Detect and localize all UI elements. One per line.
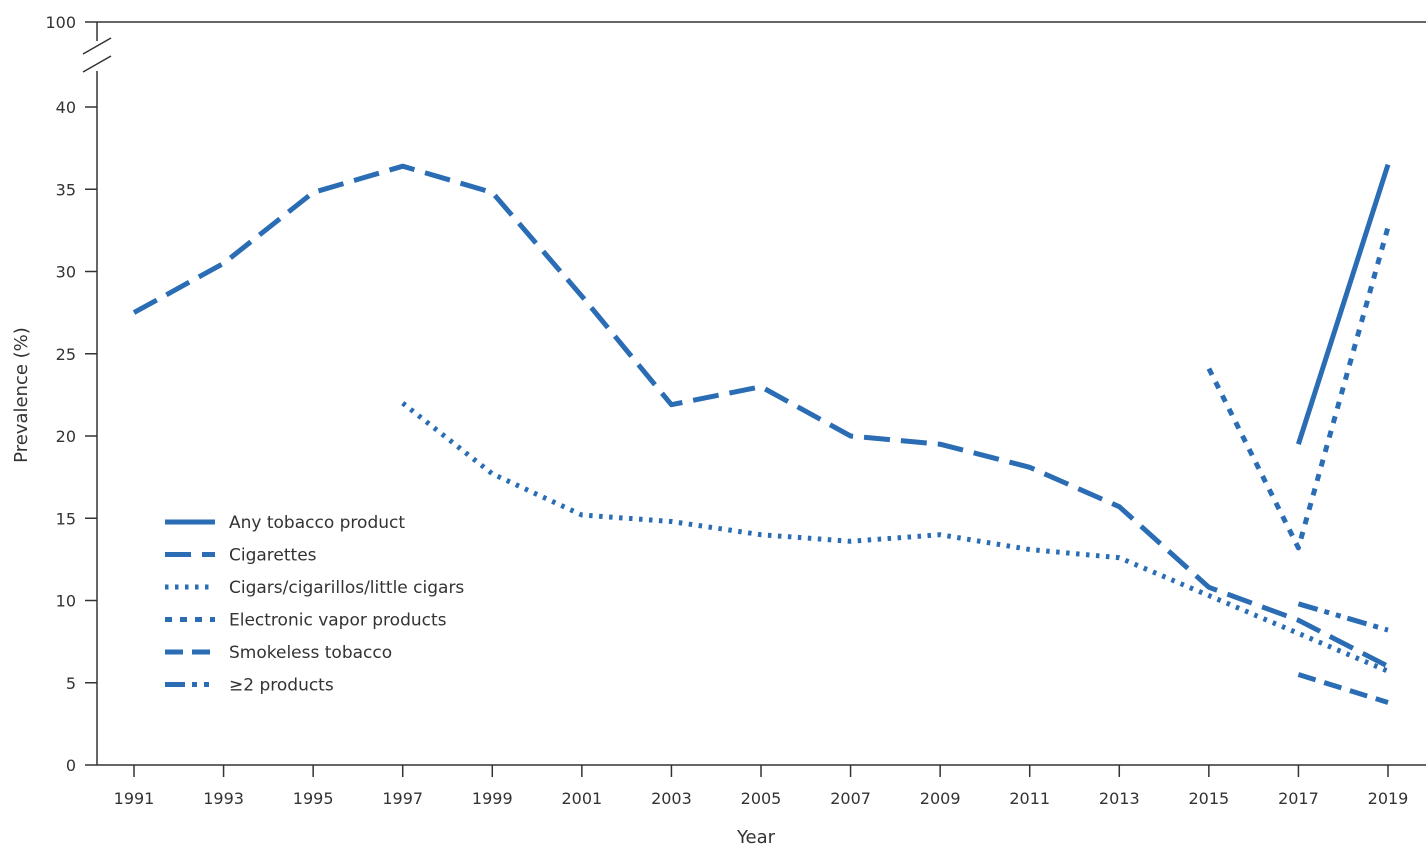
- x-tick-label: 1991: [114, 789, 155, 808]
- x-tick-label: 2019: [1368, 789, 1409, 808]
- x-tick-label: 2001: [561, 789, 602, 808]
- series-line-5: [1297, 601, 1389, 633]
- x-tick-label: 2003: [651, 789, 692, 808]
- x-tick-label: 2017: [1278, 789, 1319, 808]
- y-tick-label: 30: [56, 263, 76, 282]
- x-tick-label: 1993: [203, 789, 244, 808]
- y-tick-label: 20: [56, 427, 76, 446]
- legend-label-5: ≥2 products: [229, 676, 334, 696]
- y-tick-label: 15: [56, 509, 76, 528]
- y-tick-label: 25: [56, 345, 76, 364]
- x-tick-label: 2011: [1009, 789, 1050, 808]
- x-tick-label: 2007: [830, 789, 871, 808]
- y-tick-label: 0: [66, 756, 76, 775]
- x-tick-label: 2009: [920, 789, 961, 808]
- series-line-1: [132, 163, 1390, 669]
- x-tick-label: 1995: [293, 789, 334, 808]
- x-tick-label: 2005: [741, 789, 782, 808]
- legend: Any tobacco product Cigarettes Cigars/ciga…: [165, 513, 464, 696]
- axis-break-mark-lower: [82, 55, 112, 73]
- axis-break-mark-upper: [82, 37, 112, 55]
- legend-label-3: Electronic vapor products: [229, 611, 447, 631]
- series-line-4: [1297, 672, 1389, 705]
- x-axis-title: Year: [736, 827, 776, 846]
- x-tick-label: 1999: [472, 789, 513, 808]
- series-line-0: [1296, 163, 1391, 445]
- series-line-2: [401, 401, 1389, 674]
- series-line-3: [1206, 226, 1391, 551]
- y-tick-label: 5: [66, 674, 76, 693]
- y-tick-label: 100: [45, 13, 76, 32]
- legend-label-4: Smokeless tobacco: [229, 643, 392, 663]
- legend-label-2: Cigars/cigarillos/little cigars: [229, 578, 464, 598]
- legend-label-1: Cigarettes: [229, 546, 317, 566]
- y-axis-title: Prevalence (%): [11, 327, 32, 463]
- legend-label-0: Any tobacco product: [229, 513, 405, 533]
- x-tick-label: 2013: [1099, 789, 1140, 808]
- series-layer: [132, 163, 1391, 705]
- y-tick-label: 35: [56, 180, 76, 199]
- tick-marks: 0 5 10 15 20 25 30 35 40 100 1991 1993 1995 1997 1999 2…: [45, 13, 1408, 808]
- y-tick-label: 10: [56, 592, 76, 611]
- x-tick-label: 2015: [1188, 789, 1229, 808]
- y-tick-label: 40: [56, 98, 76, 117]
- x-tick-label: 1997: [382, 789, 423, 808]
